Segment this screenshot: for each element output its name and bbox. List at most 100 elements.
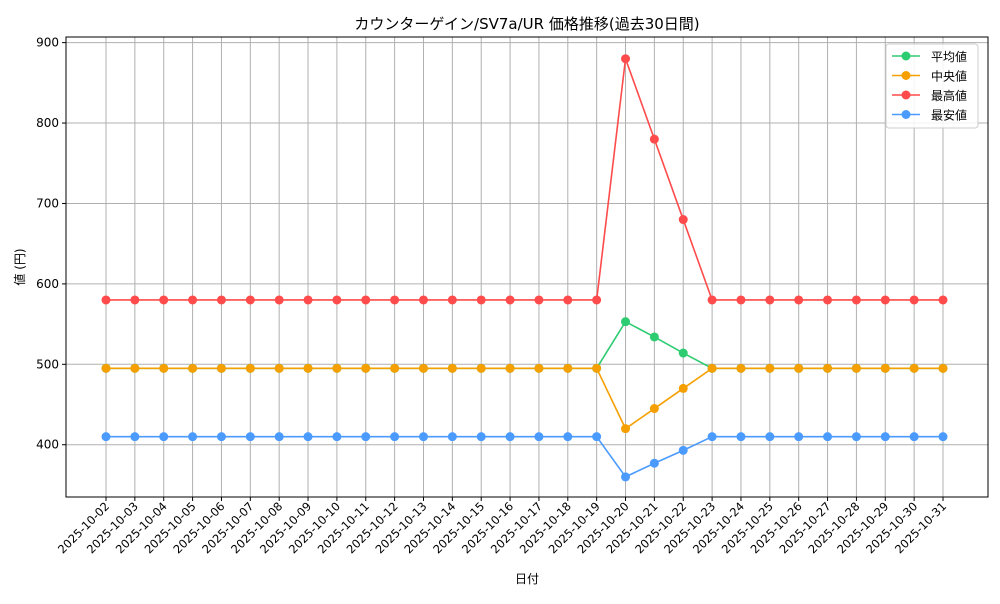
data-point — [765, 295, 775, 305]
data-point — [447, 295, 457, 305]
data-point — [649, 332, 659, 342]
data-point — [563, 295, 573, 305]
data-point — [447, 363, 457, 373]
data-point — [563, 432, 573, 442]
data-point — [332, 363, 342, 373]
data-point — [621, 317, 631, 327]
data-point — [736, 363, 746, 373]
data-point — [390, 363, 400, 373]
data-point — [332, 432, 342, 442]
data-point — [361, 432, 371, 442]
data-point — [823, 432, 833, 442]
data-point — [245, 432, 255, 442]
data-point — [621, 472, 631, 482]
data-point — [823, 363, 833, 373]
data-point — [851, 363, 861, 373]
data-point — [159, 295, 169, 305]
data-point — [505, 295, 515, 305]
data-point — [649, 458, 659, 468]
y-axis: 400 500 600 700 800 900 — [36, 36, 66, 452]
data-point — [707, 295, 717, 305]
series-2 — [101, 54, 948, 305]
data-point — [794, 363, 804, 373]
data-point — [101, 432, 111, 442]
data-point — [245, 295, 255, 305]
y-tick-label: 500 — [36, 357, 59, 371]
data-point — [274, 363, 284, 373]
legend-label: 最安値 — [931, 108, 967, 123]
y-tick-label: 600 — [36, 277, 59, 291]
data-point — [621, 424, 631, 434]
data-point — [678, 215, 688, 225]
data-point — [707, 363, 717, 373]
y-tick-label: 800 — [36, 116, 59, 130]
data-point — [188, 295, 198, 305]
data-point — [418, 432, 428, 442]
legend-marker — [901, 71, 911, 80]
data-point — [303, 363, 313, 373]
data-point — [274, 295, 284, 305]
data-point — [159, 363, 169, 373]
data-point — [534, 363, 544, 373]
plot-frame — [65, 36, 989, 498]
data-point — [216, 295, 226, 305]
data-point — [534, 432, 544, 442]
data-point — [678, 348, 688, 358]
y-tick-label: 400 — [36, 438, 59, 452]
data-point — [678, 445, 688, 455]
data-point — [938, 432, 948, 442]
data-point — [101, 295, 111, 305]
series-3 — [101, 432, 948, 482]
data-point — [505, 363, 515, 373]
data-point — [303, 432, 313, 442]
data-point — [765, 363, 775, 373]
data-point — [332, 295, 342, 305]
legend-label: 中央値 — [931, 69, 967, 84]
data-point — [188, 432, 198, 442]
data-point — [390, 432, 400, 442]
data-point — [216, 363, 226, 373]
data-point — [765, 432, 775, 442]
data-point — [592, 295, 602, 305]
data-point — [390, 295, 400, 305]
data-point — [447, 432, 457, 442]
y-tick-label: 700 — [36, 196, 59, 210]
chart-title: カウンターゲイン/SV7a/UR 価格推移(過去30日間) — [354, 15, 699, 33]
data-point — [909, 432, 919, 442]
data-point — [303, 295, 313, 305]
data-point — [678, 383, 688, 393]
legend-marker — [901, 90, 911, 100]
data-point — [245, 363, 255, 373]
data-point — [649, 404, 659, 414]
data-point — [188, 363, 198, 373]
data-point — [563, 363, 573, 373]
data-point — [592, 363, 602, 373]
series-lines — [101, 54, 948, 482]
legend-marker — [901, 51, 911, 61]
legend-marker — [901, 110, 911, 119]
legend-box — [885, 43, 979, 129]
data-point — [130, 295, 140, 305]
data-point — [649, 134, 659, 144]
series-line — [106, 58, 943, 301]
grid — [66, 37, 988, 497]
data-point — [476, 295, 486, 305]
data-point — [592, 432, 602, 442]
data-point — [476, 363, 486, 373]
data-point — [361, 363, 371, 373]
x-axis-label: 日付 — [515, 572, 539, 586]
data-point — [880, 432, 890, 442]
data-point — [130, 432, 140, 442]
data-point — [938, 295, 948, 305]
data-point — [880, 295, 890, 305]
data-point — [418, 363, 428, 373]
y-tick-label: 900 — [36, 36, 59, 50]
data-point — [736, 295, 746, 305]
data-point — [476, 432, 486, 442]
data-point — [909, 295, 919, 305]
data-point — [794, 295, 804, 305]
series-1 — [101, 363, 948, 434]
legend-label: 平均値 — [931, 49, 967, 64]
